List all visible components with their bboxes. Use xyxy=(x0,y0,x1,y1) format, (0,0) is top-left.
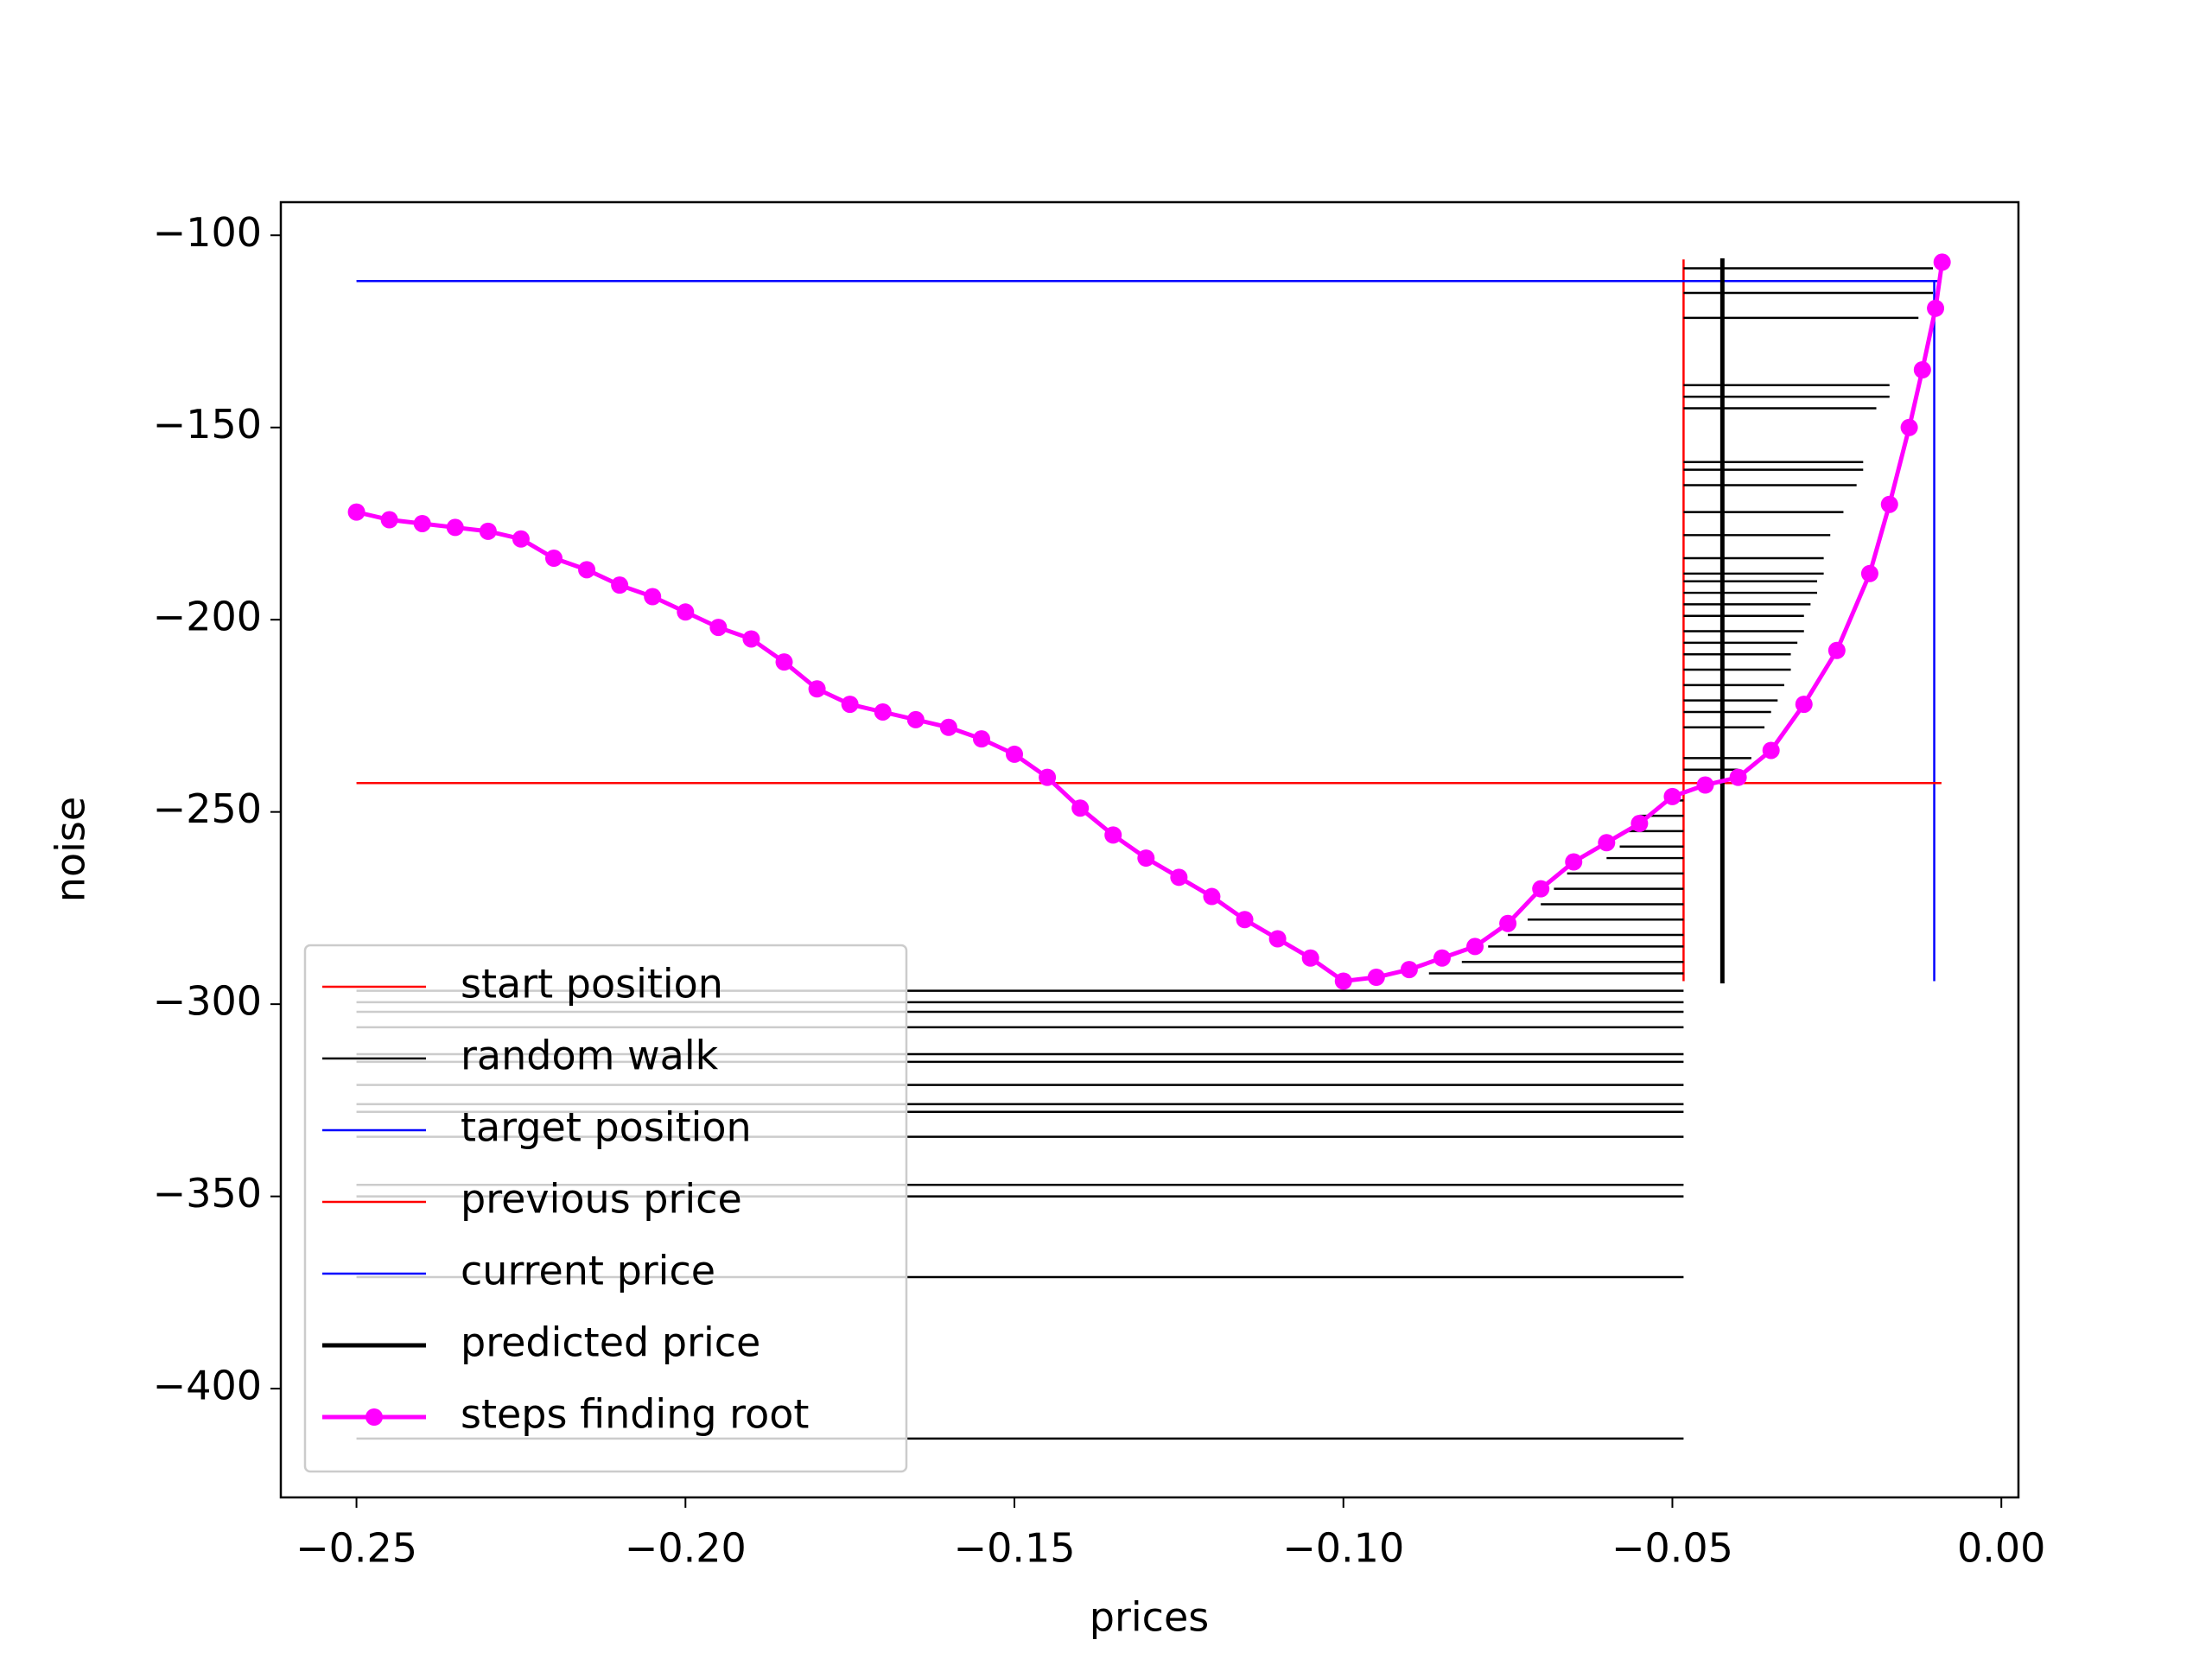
legend-label: previous price xyxy=(461,1176,742,1223)
y-tick-label: −100 xyxy=(153,209,262,256)
step-marker xyxy=(808,680,826,698)
x-axis-label: prices xyxy=(1090,1594,1209,1641)
step-marker xyxy=(1400,961,1418,979)
x-tick-label: −0.20 xyxy=(625,1525,747,1572)
axes-frame xyxy=(279,200,2020,1499)
legend-label: current price xyxy=(461,1248,715,1294)
step-marker xyxy=(1900,418,1918,436)
step-marker xyxy=(1880,495,1898,513)
step-marker xyxy=(1104,826,1122,844)
step-marker xyxy=(1927,299,1945,317)
step-marker xyxy=(611,576,629,594)
step-marker xyxy=(1006,745,1024,763)
x-tick-label: 0.00 xyxy=(1957,1525,2045,1572)
step-marker xyxy=(347,503,365,521)
step-marker xyxy=(545,550,563,568)
series-line xyxy=(356,262,1945,984)
step-marker xyxy=(1170,868,1188,887)
legend-label: target position xyxy=(461,1104,752,1151)
step-marker xyxy=(479,522,497,540)
step-marker xyxy=(1762,741,1780,760)
legend-box xyxy=(303,944,908,1473)
step-marker xyxy=(1933,253,1951,271)
y-tick-label: −250 xyxy=(153,785,262,832)
x-tick-label: −0.25 xyxy=(296,1525,417,1572)
step-marker xyxy=(1137,849,1155,868)
legend-label: predicted price xyxy=(461,1319,760,1366)
step-marker xyxy=(742,630,760,648)
step-marker xyxy=(1334,972,1352,990)
step-marker xyxy=(1268,930,1287,948)
x-tick-label: −0.15 xyxy=(954,1525,1076,1572)
step-marker xyxy=(1696,776,1714,794)
legend-marker xyxy=(365,1408,383,1426)
legend-label: random walk xyxy=(461,1033,719,1079)
legend-label: steps finding root xyxy=(461,1391,809,1438)
legend: start position random walk target position… xyxy=(303,944,908,1473)
step-marker xyxy=(1795,696,1813,714)
y-axis-label: noise xyxy=(48,797,94,902)
step-marker xyxy=(1630,815,1649,833)
step-marker xyxy=(709,619,728,637)
step-marker xyxy=(972,730,990,748)
step-marker xyxy=(1301,949,1319,967)
step-marker xyxy=(578,561,596,579)
step-marker xyxy=(841,696,859,714)
step-marker xyxy=(1203,887,1221,906)
y-tick-label: −300 xyxy=(153,978,262,1025)
step-marker xyxy=(512,530,530,548)
step-marker xyxy=(1532,880,1550,898)
step-marker xyxy=(644,588,662,606)
step-marker xyxy=(380,511,398,529)
y-tick-label: −350 xyxy=(153,1170,262,1217)
step-marker xyxy=(1466,938,1484,956)
step-marker xyxy=(1565,853,1583,871)
step-marker xyxy=(1367,968,1385,986)
y-tick-label: −150 xyxy=(153,401,262,448)
step-marker xyxy=(1598,834,1616,852)
step-marker xyxy=(1433,949,1451,967)
step-marker xyxy=(1913,360,1931,378)
step-marker xyxy=(677,603,695,621)
step-marker xyxy=(906,710,925,728)
step-marker xyxy=(775,653,793,671)
step-marker xyxy=(939,718,957,736)
step-marker xyxy=(1039,768,1057,786)
step-marker xyxy=(1827,641,1846,659)
x-tick-label: −0.10 xyxy=(1282,1525,1404,1572)
step-marker xyxy=(413,514,431,532)
step-marker xyxy=(1729,768,1747,786)
x-tick-label: −0.05 xyxy=(1611,1525,1733,1572)
step-marker xyxy=(1499,914,1517,932)
step-marker xyxy=(1071,799,1090,817)
step-marker xyxy=(1663,787,1681,805)
step-marker xyxy=(874,702,892,721)
step-marker xyxy=(1236,911,1254,929)
step-marker xyxy=(1860,564,1878,582)
y-tick-label: −400 xyxy=(153,1363,262,1409)
step-marker xyxy=(446,518,464,537)
legend-label: start position xyxy=(461,961,723,1007)
y-tick-label: −200 xyxy=(153,594,262,640)
